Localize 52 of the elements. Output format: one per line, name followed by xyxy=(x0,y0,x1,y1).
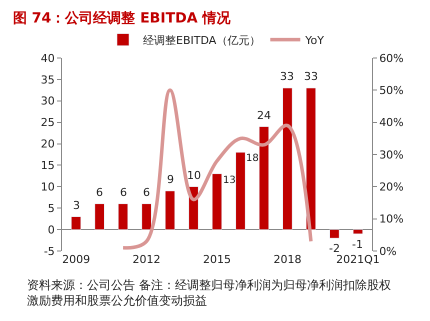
y-tick-label: 25 xyxy=(40,116,55,130)
text: 资料来源：公司公告 备注：经调整归母净利润为归母净利润扣除股权激励费用和股票公允价值变动损益 xyxy=(27,278,391,308)
bar xyxy=(236,152,246,230)
data-label: -2 xyxy=(329,242,340,255)
x-tick-label: 2015 xyxy=(203,253,231,266)
y2-tick-label: 10% xyxy=(379,212,404,226)
y2-tick-label: 20% xyxy=(379,180,404,194)
y2-tick-label: 40% xyxy=(379,116,404,130)
legend-label: 经调整EBITDA（亿元） xyxy=(143,34,260,47)
bar xyxy=(306,88,316,230)
data-label: 3 xyxy=(73,199,80,212)
bar xyxy=(282,88,292,230)
data-label: 9 xyxy=(167,173,174,186)
x-tick-label: 2021Q1 xyxy=(336,253,380,266)
data-label: 13 xyxy=(223,175,236,186)
y2-tick-label: 50% xyxy=(379,84,404,98)
x-tick-label: 2012 xyxy=(132,253,161,266)
bar xyxy=(259,126,269,230)
bar xyxy=(212,174,222,230)
legend-label: YoY xyxy=(304,34,324,47)
y-tick-label: 15 xyxy=(40,159,55,172)
bar xyxy=(71,216,82,230)
data-label: 33 xyxy=(304,70,318,83)
data-label: 10 xyxy=(187,169,201,182)
y2-tick-label: 30% xyxy=(379,148,404,162)
line-series xyxy=(121,88,313,250)
data-label: 33 xyxy=(280,70,294,83)
data-label: 6 xyxy=(120,186,127,199)
x-tick-label: 2009 xyxy=(62,253,90,266)
x-tick-label: 2018 xyxy=(273,253,302,266)
bar xyxy=(94,204,105,230)
chart-title: 图 74：公司经调整 EBITDA 情况 xyxy=(12,10,232,27)
y-tick-label: 20 xyxy=(40,138,55,151)
data-label: 24 xyxy=(257,109,271,122)
y2-tick-label: 60% xyxy=(379,52,404,65)
bar xyxy=(142,204,152,230)
data-label: 6 xyxy=(96,186,103,199)
bar xyxy=(118,204,128,230)
y-tick-label: 30 xyxy=(40,94,55,108)
y-tick-label: -5 xyxy=(44,244,55,258)
y-tick-label: 35 xyxy=(40,73,55,86)
data-label: 6 xyxy=(143,186,150,199)
y-tick-label: 5 xyxy=(48,202,55,215)
bar xyxy=(165,190,175,230)
data-label: -1 xyxy=(352,238,363,251)
y-tick-label: 0 xyxy=(48,223,55,236)
y-tick-label: 10 xyxy=(40,180,55,194)
data-label: 18 xyxy=(246,153,259,164)
y-tick-label: 40 xyxy=(40,52,55,65)
bar xyxy=(352,229,363,234)
y2-tick-label: 0% xyxy=(379,244,397,258)
bar xyxy=(329,229,340,238)
